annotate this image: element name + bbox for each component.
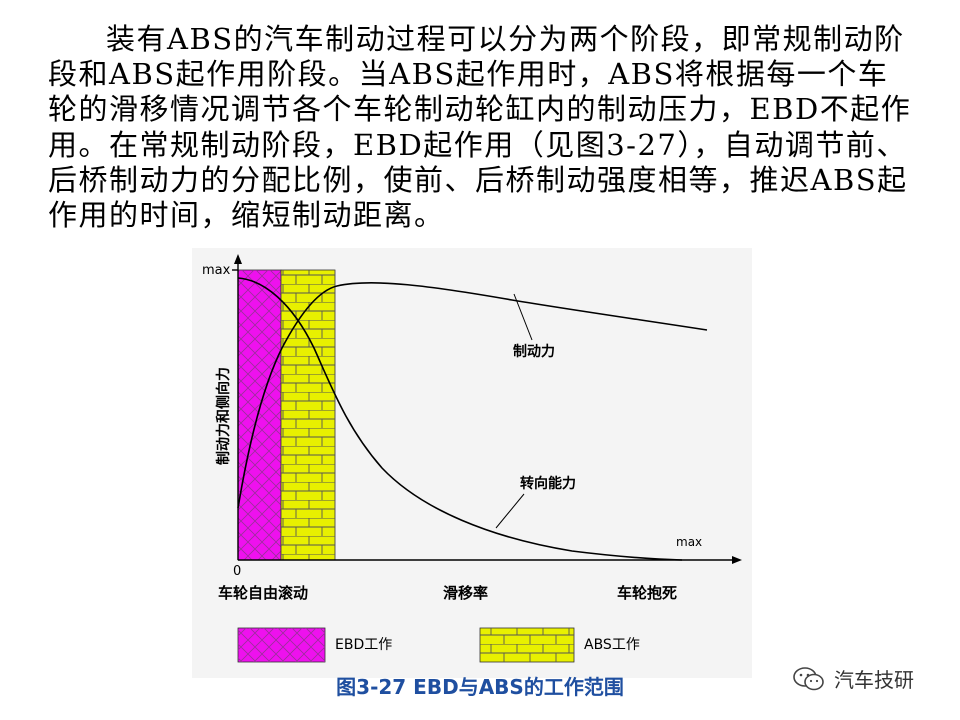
legend-ebd-label: EBD工作 xyxy=(335,637,392,653)
abs-region xyxy=(280,269,336,561)
lateral-force-label: 转向能力 xyxy=(520,475,576,492)
x-label-center: 滑移率 xyxy=(443,584,488,602)
legend-abs: ABS工作 xyxy=(479,627,640,663)
x-max-label: max xyxy=(676,535,702,549)
braking-force-leader xyxy=(513,293,533,341)
ebd-abs-figure: max 制动力和侧向力 0 max 车轮自由滚动 滑移率 车轮抱死 制动力 转向… xyxy=(192,248,752,678)
figure-caption: 图3-27 EBD与ABS的工作范围 xyxy=(336,675,624,699)
y-max-label: max xyxy=(202,263,231,278)
ebd-region xyxy=(237,269,282,561)
watermark: 汽车技研 xyxy=(792,664,914,693)
braking-force-label: 制动力 xyxy=(513,343,555,360)
x-label-left: 车轮自由滚动 xyxy=(218,584,308,602)
legend-ebd: EBD工作 xyxy=(237,627,392,663)
diagram-svg: max 制动力和侧向力 0 max 车轮自由滚动 滑移率 车轮抱死 制动力 转向… xyxy=(202,254,742,663)
x-label-right: 车轮抱死 xyxy=(617,584,677,602)
origin-label: 0 xyxy=(233,564,241,579)
wechat-icon xyxy=(793,666,824,690)
y-axis-label: 制动力和侧向力 xyxy=(215,367,232,465)
axes xyxy=(232,254,742,564)
watermark-text: 汽车技研 xyxy=(834,668,914,692)
legend-abs-label: ABS工作 xyxy=(584,637,640,653)
lateral-force-curve xyxy=(237,277,683,561)
lateral-force-leader xyxy=(495,493,525,529)
braking-force-curve xyxy=(237,282,708,509)
body-paragraph: 装有ABS的汽车制动过程可以分为两个阶段，即常规制动阶段和ABS起作用阶段。当A… xyxy=(48,22,912,233)
